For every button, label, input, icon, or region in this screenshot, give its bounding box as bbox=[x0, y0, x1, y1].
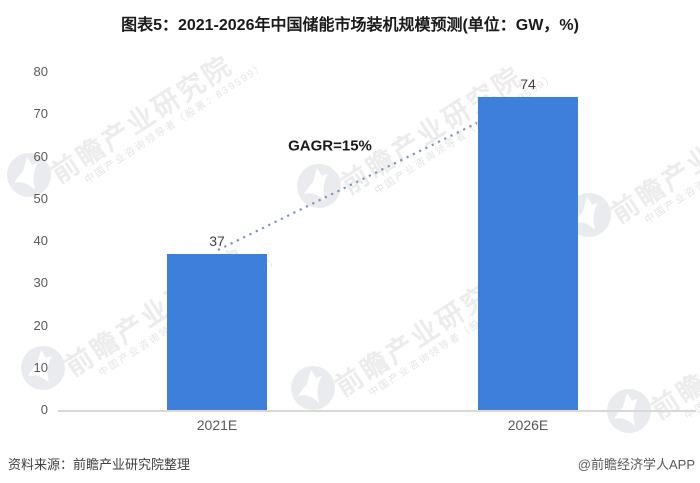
watermark-text-small: 中国产业咨询领导者（股票：839599） bbox=[683, 296, 700, 423]
y-axis-tick-70: 70 bbox=[33, 106, 48, 122]
y-axis-tick-40: 40 bbox=[33, 233, 48, 248]
y-axis-tick-10: 10 bbox=[33, 359, 48, 375]
x-axis-label-2021E: 2021E bbox=[196, 417, 238, 433]
cagr-annotation: GAGR=15% bbox=[288, 137, 372, 155]
x-axis-line bbox=[58, 410, 696, 412]
chart-title: 图表5：2021-2026年中国储能市场装机规模预测(单位：GW，%) bbox=[121, 17, 579, 34]
watermark-text-small: 中国产业咨询领导者（股票：839599） bbox=[643, 100, 700, 227]
y-axis-tick-0: 0 bbox=[40, 402, 48, 417]
bar-value-2026E: 74 bbox=[520, 76, 536, 93]
y-axis-tick-50: 50 bbox=[33, 190, 48, 206]
y-axis-tick-20: 20 bbox=[33, 317, 48, 333]
bar-2026E bbox=[478, 97, 578, 410]
watermark-text-small: 中国产业咨询领导者（股票：839599） bbox=[83, 60, 268, 187]
watermark-text: 前瞻产业研究院中国产业咨询领导者（股票：839599） bbox=[46, 35, 269, 201]
watermark-text-large: 前瞻产业研究院 bbox=[606, 89, 700, 230]
credit-note: @前瞻经济学人APP bbox=[577, 457, 695, 472]
bar-value-2021E: 37 bbox=[209, 232, 225, 249]
y-axis-tick-80: 80 bbox=[33, 64, 48, 79]
watermark-text-large: 前瞻产业研究院 bbox=[46, 49, 239, 190]
watermark-text: 前瞻产业研究院中国产业咨询领导者（股票：839599） bbox=[606, 75, 700, 241]
watermark-text-large: 前瞻产业研究院 bbox=[646, 285, 700, 426]
x-axis-label-2026E: 2026E bbox=[507, 417, 549, 433]
qianzhan-logo-icon bbox=[297, 164, 341, 208]
qianzhan-logo-icon bbox=[291, 366, 335, 410]
y-axis-tick-60: 60 bbox=[33, 148, 48, 164]
source-note: 资料来源：前瞻产业研究院整理 bbox=[8, 457, 191, 472]
y-axis-tick-30: 30 bbox=[33, 275, 48, 291]
bar-2021E bbox=[167, 253, 267, 410]
